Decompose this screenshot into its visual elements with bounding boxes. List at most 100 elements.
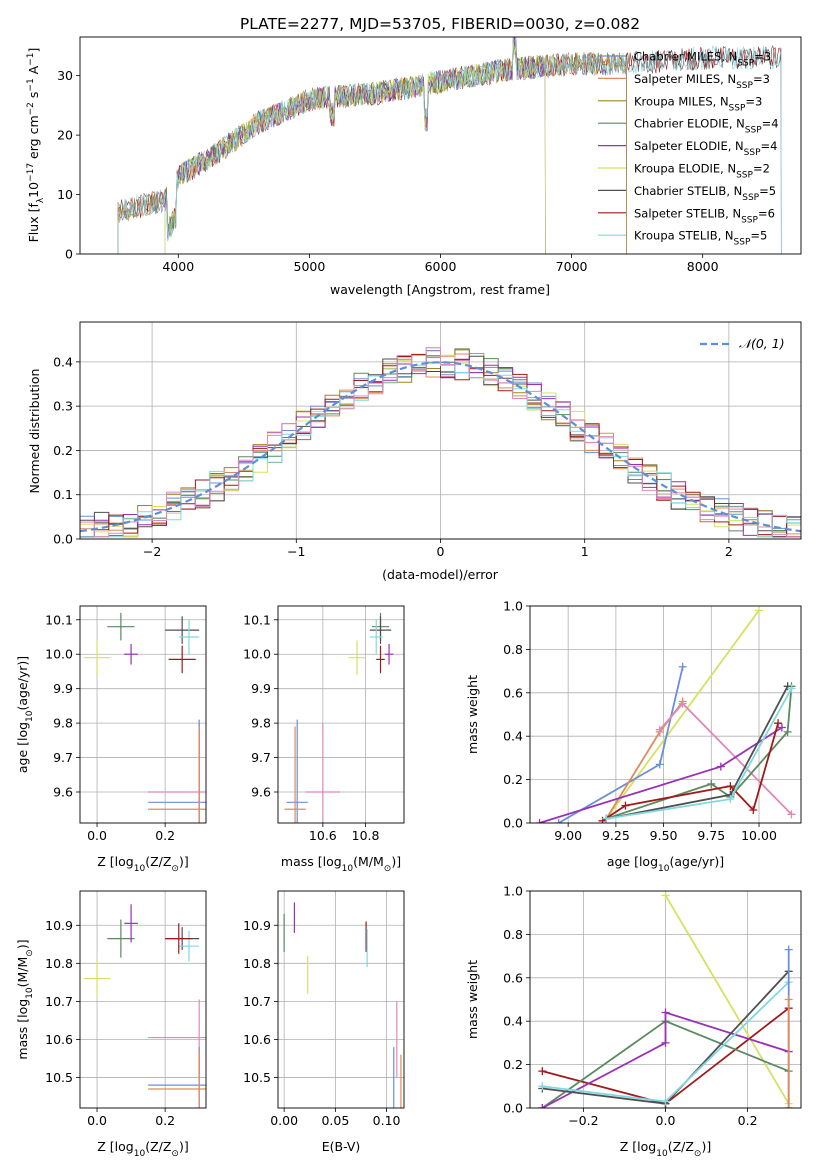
plus-marker [707,779,716,788]
legend: 𝒩(0, 1) [700,336,785,351]
axes-frame [277,605,405,824]
plus-marker [678,662,687,671]
plot-area [535,606,796,823]
y-tick-label: 0.2 [53,443,73,458]
plus-marker [783,727,792,736]
legend-label: Chabrier STELIB, NSSP=5 [634,184,776,203]
plus-marker [787,810,796,819]
x-tick-label: 9.25 [602,828,630,843]
y-tick-label: 9.9 [53,681,73,696]
x-tick-label: 0.05 [321,1113,349,1128]
y-tick-label: 10.1 [45,612,73,627]
y-tick-label: 10.5 [45,1070,73,1085]
y-tick-label: 0.4 [503,729,523,744]
y-tick-label: 9.8 [251,716,271,731]
x-tick-label: 8000 [687,259,719,274]
y-tick-label: 0.0 [503,1101,523,1116]
x-tick-label: 1 [581,544,589,559]
x-tick-label: 0.0 [656,1113,676,1128]
y-tick-label: 0.2 [503,1057,523,1072]
y-tick-label: 9.6 [53,785,73,800]
plot-area [83,612,206,823]
x-tick-label: 9.00 [554,828,582,843]
y-tick-label: 0.1 [53,487,73,502]
axes-frame [79,890,207,1109]
y-axis-label: age [log10(age/yr)] [15,656,35,773]
y-tick-label: 0.6 [503,685,523,700]
y-tick-label: 1.0 [503,599,523,614]
plus-marker [661,1097,670,1106]
y-tick-label: 0.6 [503,970,523,985]
grid [80,606,206,823]
plot-area [283,902,402,1108]
legend-label: Salpeter MILES, NSSP=3 [634,72,770,91]
plus-marker [661,1038,670,1047]
y-tick-label: 9.7 [251,750,271,765]
y-tick-label: 20 [57,128,73,143]
x-tick-label: 5000 [294,259,326,274]
legend-label: Chabrier ELODIE, NSSP=4 [634,117,779,136]
y-tick-label: 1.0 [503,884,523,899]
y-axis-label: mass [log10(M/M⊙)] [15,939,35,1059]
y-tick-label: 0.4 [503,1014,523,1029]
x-tick-label: 10.8 [352,828,380,843]
plus-marker [726,795,735,804]
legend-label: 𝒩(0, 1) [739,336,785,351]
plus-marker [749,805,758,814]
x-tick-label: 7000 [556,259,588,274]
y-axis-label: mass weight [465,960,480,1039]
legend-label: Kroupa MILES, NSSP=3 [634,94,762,113]
legend-label: Kroupa ELODIE, NSSP=2 [634,162,770,181]
axes-frame [79,605,207,824]
x-tick-label: 10.00 [741,828,777,843]
plus-marker [621,801,630,810]
y-tick-label: 0.2 [503,772,523,787]
axes-spectrum: 4000 5000 6000 7000 8000 0 10 20 30 Chabrier MILE… [26,36,802,297]
y-tick-label: 0.0 [53,532,73,547]
y-tick-label: 0.4 [53,354,73,369]
y-tick-label: 0 [65,247,73,262]
y-tick-label: 10.9 [243,918,271,933]
x-axis-label: wavelength [Angstrom, rest frame] [330,282,550,297]
x-axis-label: Z [log10(Z/Z⊙)] [97,1139,188,1159]
grid [278,606,404,823]
plot-area [117,37,782,254]
x-tick-label: 0.0 [87,1113,107,1128]
y-tick-label: 10.1 [243,612,271,627]
weight-line [541,1011,789,1108]
y-tick-label: 9.7 [53,750,73,765]
y-tick-label: 10.0 [45,647,73,662]
y-tick-label: 10.0 [243,647,271,662]
x-tick-label: 0 [437,544,445,559]
y-tick-label: 0.3 [53,399,73,414]
y-tick-label: 0.8 [503,927,523,942]
y-axis-label: Normed distribution [27,369,42,494]
axes-frame [79,321,802,540]
y-tick-label: 10.7 [45,994,73,1009]
plus-marker [755,606,764,615]
x-tick-label: −2 [143,544,161,559]
normal-curve [80,361,801,533]
y-tick-label: 10.8 [243,956,271,971]
legend-label: Chabrier MILES, NSSP=3 [634,50,771,69]
spectrum-line [117,37,782,254]
y-axis-label: Flux [fλ10−17 erg cm−2 s−1 A−1] [26,48,46,243]
axes-weight_vs_age: 9.00 9.25 9.50 9.75 10.00 0.0 0.2 0.4 0.6 0.8 1.0 a… [465,599,802,874]
x-tick-label: 0.00 [270,1113,298,1128]
plus-marker [661,891,670,900]
plus-marker [538,1067,547,1076]
x-tick-label: −1 [287,544,305,559]
y-tick-label: 10.6 [45,1032,73,1047]
x-tick-label: 0.2 [155,828,175,843]
axes-frame [79,36,802,255]
axes-age_vs_mass: 10.6 10.8 9.6 9.7 9.8 9.9 10.0 10.1 mass [log10(… [243,605,405,874]
x-tick-label: 9.75 [697,828,725,843]
spectrum-line [164,39,546,254]
x-axis-label: age [log10(age/yr)] [607,854,724,874]
y-tick-label: 10.5 [243,1070,271,1085]
x-tick-label: 0.2 [738,1113,758,1128]
y-tick-label: 30 [57,68,73,83]
plus-marker [535,819,544,823]
plot-area [80,347,801,538]
axes-frame [277,890,405,1109]
